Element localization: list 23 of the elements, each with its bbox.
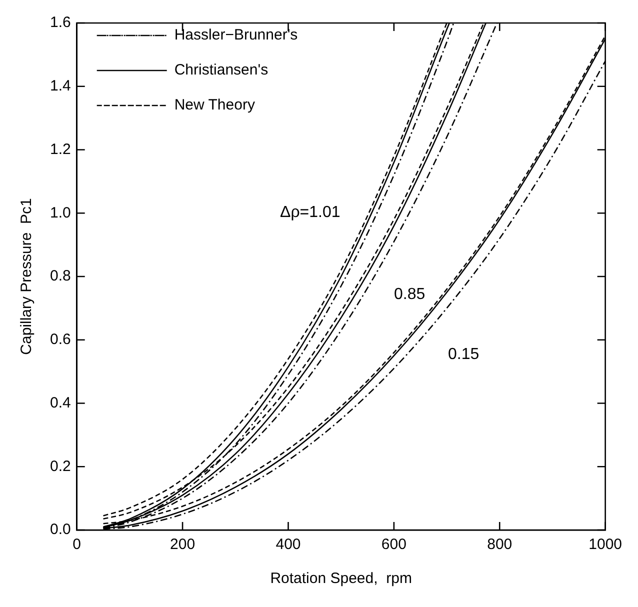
annotation: 0.85	[394, 286, 426, 304]
annotation: Δρ=1.01	[280, 204, 340, 222]
x-tick-label: 800	[487, 536, 512, 554]
x-tick-label: 1000	[588, 536, 622, 554]
y-tick-label: 0.0	[50, 521, 71, 538]
y-axis-title: Capillary Pressure Pc1	[18, 198, 36, 355]
y-tick-label: 0.2	[50, 458, 71, 475]
annotation: 0.15	[448, 346, 480, 364]
y-tick-label: 0.4	[50, 394, 71, 412]
y-tick-label: 0.6	[50, 331, 71, 348]
x-tick-label: 0	[72, 536, 82, 554]
legend-label: New Theory	[174, 96, 256, 114]
x-tick-label: 200	[170, 536, 196, 554]
y-tick-label: 1.0	[50, 204, 71, 222]
legend-label: Christiansen's	[174, 62, 268, 79]
x-axis-title: Rotation Speed, rpm	[270, 570, 412, 588]
y-tick-label: 1.4	[50, 78, 71, 95]
x-tick-label: 400	[276, 536, 301, 554]
x-tick-label: 600	[381, 536, 406, 554]
legend-label: Hassler−Brunner's	[174, 26, 298, 44]
y-tick-label: 1.6	[50, 14, 71, 32]
y-tick-label: 0.8	[50, 268, 71, 285]
y-tick-label: 1.2	[50, 140, 71, 158]
